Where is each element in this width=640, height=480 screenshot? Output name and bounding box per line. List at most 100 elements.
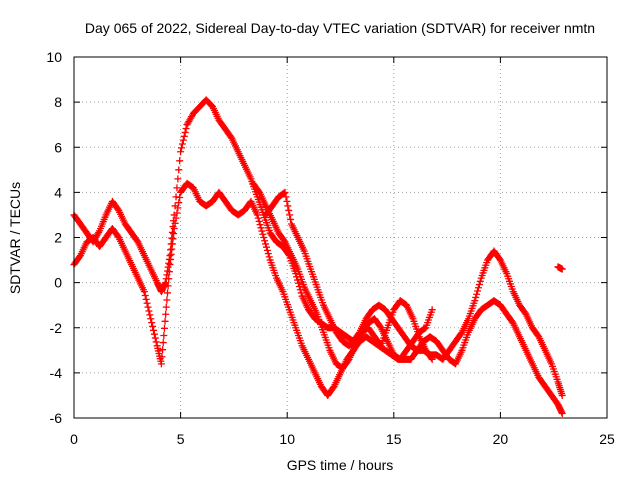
- y-tick-label: -6: [50, 410, 63, 426]
- data-point: [255, 217, 263, 225]
- x-tick-label: 25: [599, 431, 615, 447]
- data-point: [474, 287, 482, 295]
- data-point: [147, 315, 155, 323]
- data-point: [260, 234, 268, 241]
- data-point: [254, 214, 262, 222]
- x-tick-label: 20: [493, 431, 509, 447]
- data-point: [95, 228, 103, 236]
- x-axis-label: GPS time / hours: [287, 457, 394, 473]
- data-point: [162, 310, 170, 318]
- data-point: [428, 355, 436, 363]
- data-point: [149, 326, 157, 334]
- data-point: [178, 140, 186, 148]
- data-point: [140, 288, 148, 296]
- y-tick-label: 0: [54, 275, 62, 291]
- data-point: [165, 275, 173, 283]
- data-point: [174, 204, 182, 212]
- y-tick-label: 6: [54, 139, 62, 155]
- x-tick-label: 0: [70, 431, 78, 447]
- data-point: [150, 330, 158, 338]
- data-point: [253, 211, 261, 219]
- series-track-e: [554, 263, 566, 273]
- data-point: [163, 296, 171, 304]
- series-track-d: [262, 188, 436, 363]
- data-point: [281, 188, 289, 196]
- y-tick-label: 10: [46, 49, 62, 65]
- data-point: [152, 338, 160, 346]
- y-tick-label: -4: [50, 365, 63, 381]
- data-point: [285, 206, 293, 214]
- data-point: [164, 282, 172, 290]
- data-point: [265, 253, 273, 261]
- data-point: [286, 211, 294, 219]
- data-point: [151, 334, 159, 342]
- data-point: [474, 284, 482, 292]
- data-point: [172, 214, 180, 222]
- data-point: [472, 293, 480, 301]
- data-point: [162, 303, 170, 311]
- data-point: [160, 324, 168, 332]
- data-point: [262, 240, 270, 248]
- data-point: [176, 194, 184, 202]
- data-point: [256, 221, 264, 229]
- data-point: [284, 202, 292, 210]
- data-point: [259, 230, 267, 238]
- data-point: [262, 243, 270, 251]
- data-point: [159, 346, 167, 354]
- data-point: [257, 224, 265, 232]
- data-point: [174, 175, 182, 183]
- data-point: [283, 197, 291, 205]
- data-point: [282, 193, 290, 201]
- data-point: [558, 391, 566, 399]
- data-point: [160, 331, 168, 339]
- data-point: [144, 303, 152, 311]
- data-point: [142, 295, 150, 303]
- data-point: [558, 265, 566, 273]
- data-point: [158, 353, 166, 361]
- data-point: [471, 297, 479, 305]
- y-tick-label: 4: [54, 184, 62, 200]
- data-point: [181, 128, 189, 136]
- data-point: [165, 268, 173, 276]
- data-point: [173, 209, 181, 217]
- chart-title: Day 065 of 2022, Sidereal Day-to-day VTE…: [85, 20, 595, 36]
- tick-labels: 0 5 10 15 20 25 -6 -4 -2 0 2 4 6 8 10: [46, 49, 615, 447]
- data-point: [178, 144, 186, 152]
- data-point: [179, 136, 187, 144]
- data-point: [261, 237, 269, 245]
- data-point: [149, 322, 157, 330]
- data-point: [143, 299, 151, 307]
- data-point: [475, 281, 483, 289]
- data-point: [428, 306, 436, 314]
- x-tick-label: 10: [279, 431, 295, 447]
- y-tick-label: 8: [54, 94, 62, 110]
- data-markers: [70, 96, 566, 417]
- data-point: [175, 199, 183, 207]
- data-point: [173, 184, 181, 192]
- series-track-c: [249, 179, 436, 372]
- data-point: [177, 148, 185, 156]
- data-point: [476, 277, 484, 285]
- data-point: [145, 307, 153, 315]
- data-point: [258, 227, 266, 235]
- data-point: [558, 409, 566, 417]
- y-tick-label: 2: [54, 230, 62, 246]
- data-point: [176, 157, 184, 165]
- x-tick-label: 5: [177, 431, 185, 447]
- data-point: [294, 279, 302, 287]
- data-point: [180, 132, 188, 140]
- data-point: [148, 319, 156, 327]
- y-axis-label: SDTVAR / TECUs: [7, 182, 23, 294]
- data-point: [170, 224, 178, 232]
- data-point: [263, 246, 271, 254]
- data-point: [182, 125, 190, 133]
- x-tick-label: 15: [386, 431, 402, 447]
- y-tick-label: -2: [50, 320, 63, 336]
- data-point: [473, 290, 481, 298]
- data-point: [141, 292, 149, 300]
- plot-frame: [73, 56, 608, 419]
- data-point: [427, 354, 435, 362]
- data-point: [159, 339, 167, 347]
- data-point: [175, 166, 183, 174]
- data-point: [264, 250, 272, 258]
